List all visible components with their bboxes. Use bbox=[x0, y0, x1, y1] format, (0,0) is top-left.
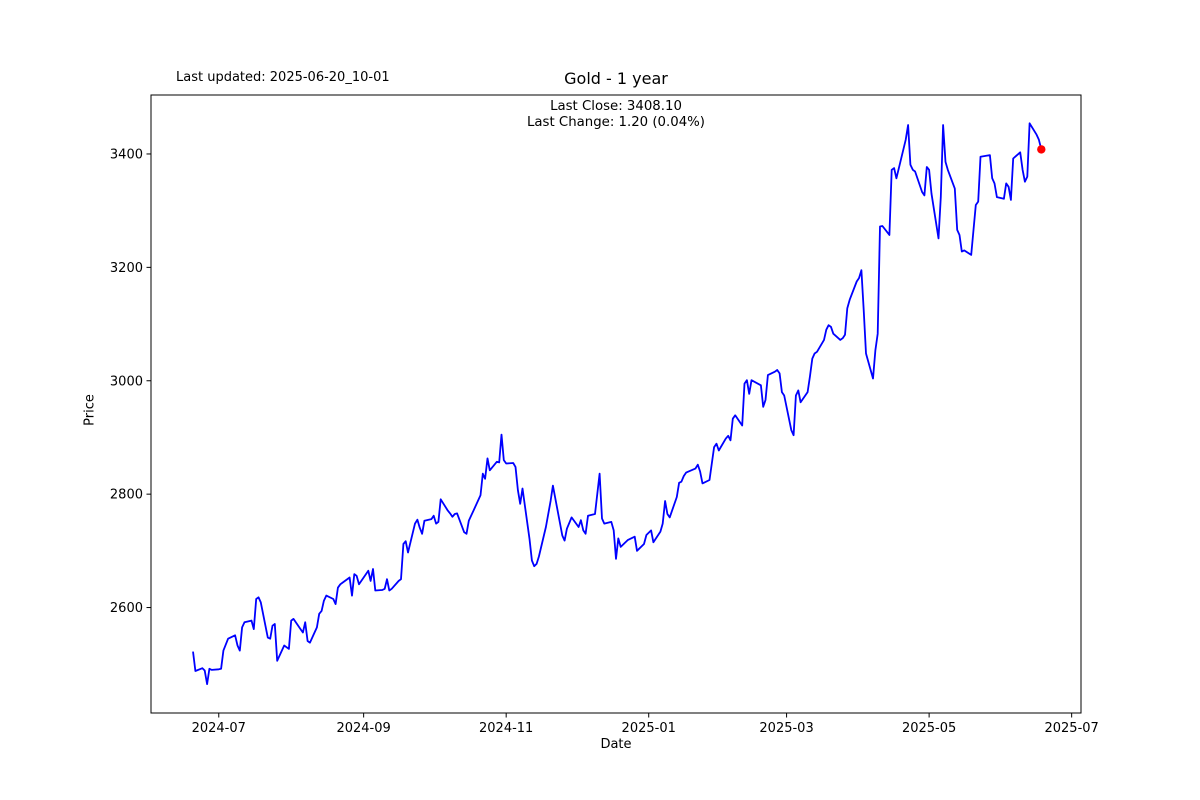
last-price-annotation: Last Close: 3408.10 Last Change: 1.20 (0… bbox=[151, 99, 1081, 131]
last-close-text: Last Close: 3408.10 bbox=[550, 99, 682, 114]
x-tick-label: 2025-07 bbox=[1044, 721, 1098, 736]
x-tick-label: 2025-03 bbox=[759, 721, 813, 736]
last-updated-text: Last updated: 2025-06-20_10-01 bbox=[176, 70, 390, 85]
chart-title: Gold - 1 year bbox=[564, 69, 668, 88]
last-change-text: Last Change: 1.20 (0.04%) bbox=[527, 115, 705, 130]
x-tick-label: 2024-09 bbox=[336, 721, 390, 736]
y-tick-label: 3000 bbox=[110, 374, 143, 389]
y-tick-label: 3200 bbox=[110, 261, 143, 276]
x-axis: 2024-07 2024-09 2024-11 2025-01 2025-03 2025-… bbox=[192, 713, 1099, 736]
plot-frame bbox=[150, 94, 1082, 714]
price-line bbox=[192, 122, 1043, 685]
y-tick-label: 2800 bbox=[110, 488, 143, 503]
y-axis-label: Price bbox=[82, 394, 98, 426]
y-axis: 2600 2800 3000 3200 3400 bbox=[110, 147, 151, 616]
y-tick-label: 3400 bbox=[110, 147, 143, 162]
x-axis-label: Date bbox=[600, 737, 632, 752]
last-price-marker bbox=[1037, 145, 1046, 154]
y-tick-label: 2600 bbox=[110, 601, 143, 616]
x-tick-label: 2024-07 bbox=[192, 721, 246, 736]
x-tick-label: 2024-11 bbox=[479, 721, 533, 736]
x-tick-label: 2025-01 bbox=[622, 721, 676, 736]
x-tick-label: 2025-05 bbox=[902, 721, 956, 736]
